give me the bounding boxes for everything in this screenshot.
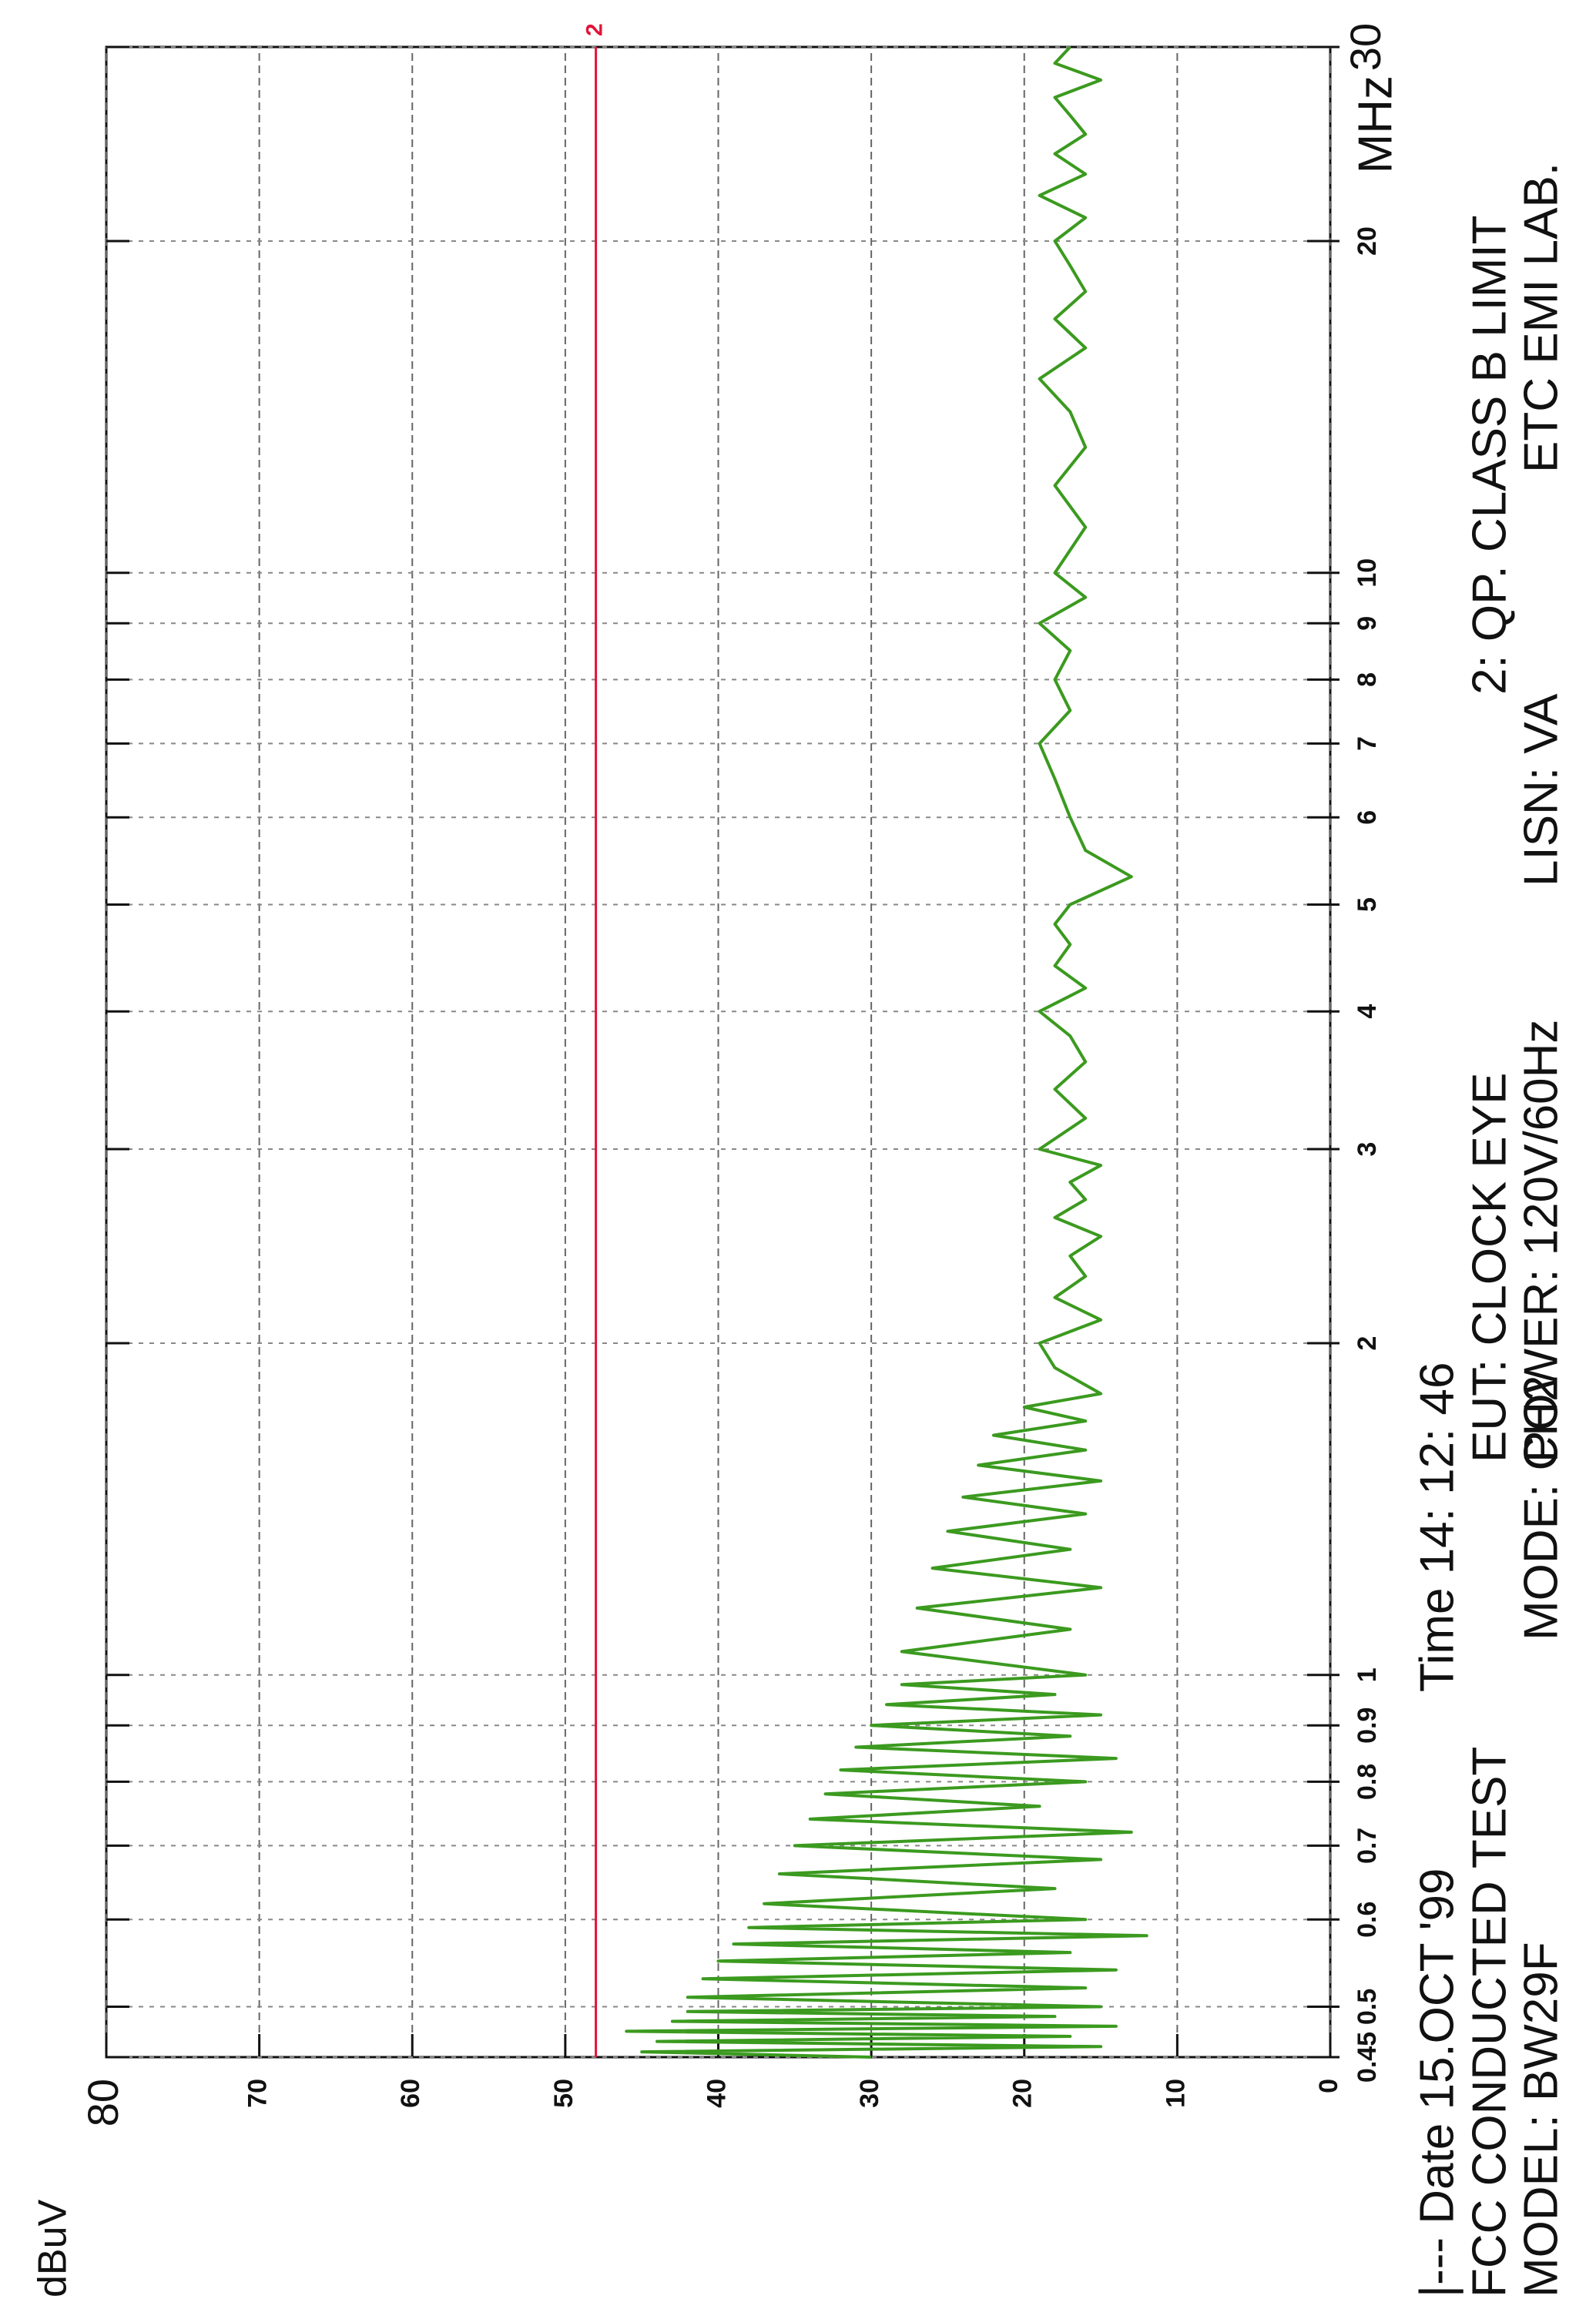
annotation: |--- Date 15.OCT '99 [1410,1868,1464,2297]
x-tick-label: 0.7 [1353,1828,1382,1864]
x-tick-label: 0.9 [1353,1707,1382,1744]
annotation: EUT: CLOCK EYE [1463,1073,1516,1463]
x-tick-label: 0.6 [1353,1902,1382,1938]
x-tick-label: 1 [1353,1667,1382,1682]
x-tick-label: 2 [1353,1336,1382,1351]
annotation: Time 14: 12: 46 [1410,1362,1464,1693]
x-tick-label: 5 [1353,897,1382,912]
annotation: MODEL: BW29F [1514,1942,1568,2297]
y-tick-label: 50 [549,2079,578,2108]
x-tick-label: 20 [1353,226,1382,256]
trace [625,45,1148,2059]
annotation: 2: QP. CLASS B LIMIT [1463,215,1516,695]
limit-label: 2 [582,23,608,36]
x-tick-label: 9 [1353,616,1382,631]
y-tick-label: 60 [396,2079,425,2108]
x-tick-label: 0.5 [1353,1989,1382,2025]
x-tick-label: 3 [1353,1142,1382,1157]
y-tick-label: 10 [1161,2079,1190,2108]
x-tick-label: 7 [1353,736,1382,751]
rotated-plot: dBuV MHz 0 10 20 30 40 50 60 70 80 0.45 0.5 0.6 0.7 0… [31,23,1568,2297]
x-tick-label: 30 [1341,23,1390,71]
y-tick-label: 80 [79,2079,127,2126]
x-tick-label: 6 [1353,810,1382,825]
annotation: ETC EMI LAB. [1514,163,1568,473]
annotation: LISN: VA [1514,693,1568,886]
y-tick-label: 20 [1008,2079,1038,2108]
y-axis-label: dBuV [31,2199,75,2297]
y-tick-label: 40 [702,2079,731,2108]
annotation: POWER: 120V/60Hz [1514,1020,1568,1463]
x-tick-label: 10 [1353,558,1382,588]
annotation: FCC CONDUCTED TEST [1463,1747,1516,2297]
annotation: MODE: CH2 [1514,1376,1568,1640]
x-tick-label: 8 [1353,672,1382,687]
x-tick-label: 0.8 [1353,1764,1382,1800]
x-tick-label: 4 [1353,1004,1382,1019]
x-unit-label: MHz [1349,75,1402,173]
y-tick-label: 0 [1314,2079,1343,2093]
y-tick-label: 30 [855,2079,884,2108]
x-tick-label: 0.45 [1353,2032,1382,2083]
y-tick-label: 70 [243,2079,273,2108]
